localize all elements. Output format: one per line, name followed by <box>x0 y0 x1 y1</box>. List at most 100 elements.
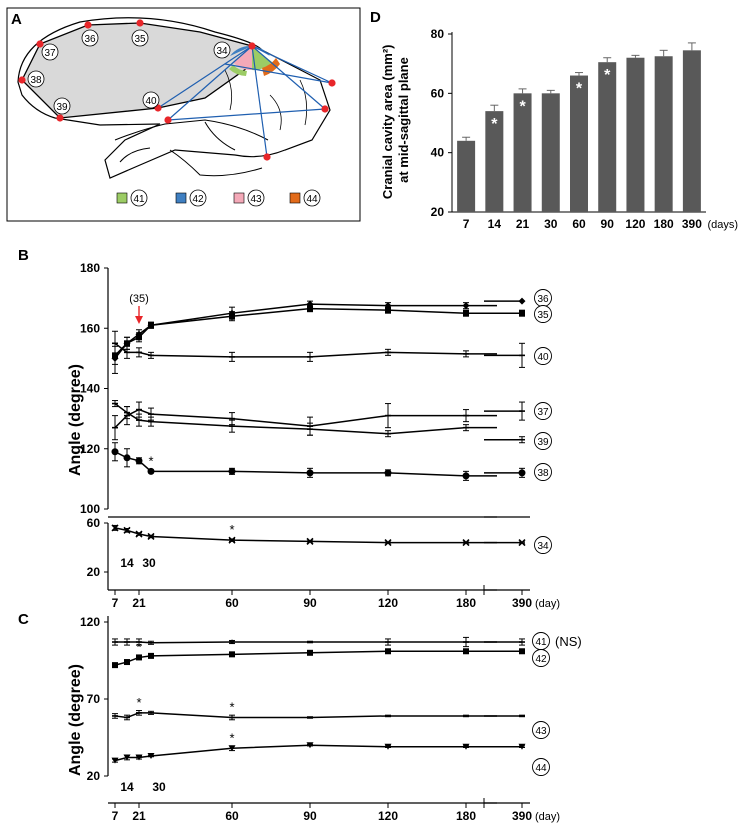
d-bar <box>598 62 617 212</box>
series-line-42 <box>114 650 497 666</box>
series-38: * <box>111 442 526 481</box>
x-inner-tick-label: 30 <box>142 556 156 570</box>
d-y-tick-label: 60 <box>431 86 445 100</box>
x-tick-label: 390 <box>512 809 532 823</box>
series-label-ring <box>534 463 552 481</box>
wedge-42 <box>230 45 270 56</box>
marker-x <box>306 537 314 545</box>
series-label-number: 41 <box>535 637 547 648</box>
svg-text:37: 37 <box>44 48 56 59</box>
d-bar <box>654 56 673 212</box>
x-tick-label: 7 <box>112 596 119 610</box>
landmark-points <box>18 19 336 161</box>
marker-circle <box>123 454 131 462</box>
panel-b-ylabel: Angle (degree) <box>67 364 84 476</box>
callout-arrow-head <box>135 316 143 324</box>
series-label-number: 39 <box>537 437 549 448</box>
panel-c-ylabel: Angle (degree) <box>67 664 84 776</box>
y-tick-label: 20 <box>87 769 101 783</box>
d-bar <box>485 111 504 212</box>
series-line-40 <box>114 342 497 358</box>
wedge-41-lower <box>229 65 247 76</box>
x-tick-label: 21 <box>132 596 146 610</box>
d-x-tick-label: 90 <box>601 217 615 231</box>
marker-square <box>148 652 154 659</box>
marker-triangle <box>518 743 526 750</box>
panel-c-axes <box>104 616 530 808</box>
d-x-tick-label: 390 <box>682 217 702 231</box>
panel-b-axes <box>104 267 530 595</box>
measurement-lines <box>157 45 333 158</box>
y-tick-label: 140 <box>80 382 100 396</box>
panel-d-ylabel: Cranial cavity area (mm²) at mid-sagitta… <box>380 41 411 199</box>
marker-square <box>124 340 130 347</box>
significance-marker: * <box>229 699 234 714</box>
wedge-43 <box>233 46 252 71</box>
x-tick-label: 180 <box>456 809 476 823</box>
svg-text:43: 43 <box>250 194 262 205</box>
series-label-ring <box>534 432 552 450</box>
marker-triangle <box>135 754 143 761</box>
d-significance-marker: * <box>576 81 583 98</box>
marker-circle <box>306 469 314 477</box>
d-y-tick-label: 40 <box>431 146 445 160</box>
series-41 <box>112 636 525 648</box>
marker-triangle <box>228 745 236 752</box>
y-tick-label: 100 <box>80 502 100 516</box>
panel-b-series: ** <box>111 297 526 547</box>
x-unit-label: (day) <box>535 598 560 610</box>
panel-d-label: D <box>370 9 381 26</box>
callout-label: (35) <box>129 293 149 305</box>
series-39 <box>112 400 525 444</box>
marker-circle <box>462 472 470 480</box>
d-y-tick-label: 80 <box>431 27 445 41</box>
y-tick-label: 160 <box>80 321 100 335</box>
d-bar <box>570 75 588 213</box>
series-line-41 <box>115 641 497 644</box>
marker-square <box>519 648 525 655</box>
significance-marker: * <box>148 453 153 468</box>
panel-c-series: * ** ** <box>111 636 526 764</box>
x-inner-tick-label: 14 <box>120 556 134 570</box>
panel-a-legend: 41 42 43 44 <box>116 189 321 207</box>
series-42: * * <box>112 636 525 669</box>
svg-text:44: 44 <box>306 194 318 205</box>
panel-b-label: B <box>18 247 29 264</box>
y-tick-label: 120 <box>80 442 100 456</box>
marker-square <box>136 334 142 341</box>
series-label-number: 37 <box>537 407 549 418</box>
y-tick-label: 20 <box>87 565 101 579</box>
marker-triangle <box>147 752 155 759</box>
panel-a: A <box>6 7 361 222</box>
d-y-tick-label: 20 <box>431 205 445 219</box>
y-tick-label: 70 <box>87 692 101 706</box>
d-x-tick-label: 120 <box>625 217 645 231</box>
marker-circle <box>147 467 155 475</box>
d-significance-marker: * <box>491 116 498 133</box>
marker-square <box>229 313 235 320</box>
panel-b: B Angle (degree) ** 10012014016018020607… <box>18 247 560 610</box>
d-bar <box>457 140 476 212</box>
marker-diamond <box>462 302 470 310</box>
y-tick-label: 180 <box>80 261 100 275</box>
marker-x <box>111 524 119 532</box>
marker-square <box>463 648 469 655</box>
significance-marker: * <box>136 695 141 710</box>
svg-text:40: 40 <box>145 96 157 107</box>
d-bar <box>682 50 701 212</box>
x-tick-label: 120 <box>378 809 398 823</box>
series-label-note: (NS) <box>555 634 582 649</box>
d-bar <box>626 57 645 212</box>
series-line-34 <box>114 527 497 544</box>
x-tick-label: 21 <box>132 809 146 823</box>
series-label-number: 36 <box>537 294 549 305</box>
marker-square <box>385 648 391 655</box>
landmark-labels: 34 35 36 37 38 39 40 <box>27 29 231 115</box>
d-significance-marker: * <box>604 67 611 84</box>
legend-item-41: 41 <box>116 189 148 207</box>
series-40 <box>112 330 525 368</box>
series-label-number: 34 <box>537 541 549 552</box>
x-tick-label: 120 <box>378 596 398 610</box>
marker-circle <box>384 469 392 477</box>
